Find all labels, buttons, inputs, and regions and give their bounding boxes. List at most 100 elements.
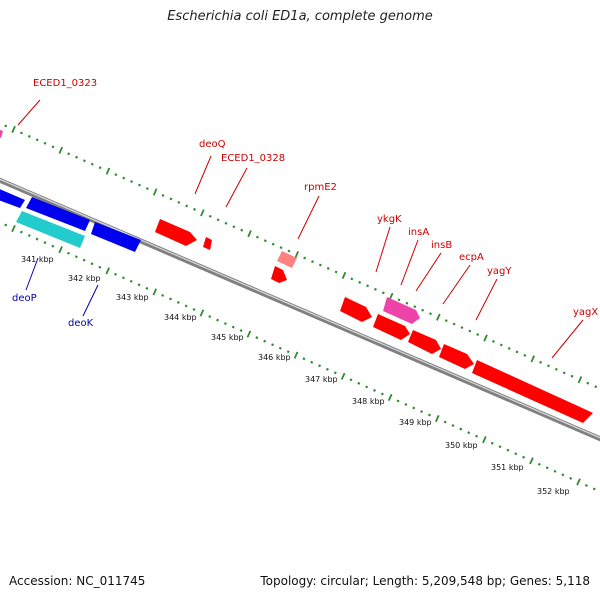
minor-tick — [82, 159, 86, 163]
minor-tick — [302, 357, 306, 361]
major-tick — [529, 457, 534, 465]
minor-tick — [4, 124, 8, 128]
gene-arrow-red[interactable] — [408, 330, 441, 354]
gene-arrow-red[interactable] — [472, 360, 593, 423]
minor-tick — [75, 155, 78, 159]
gene-arrow-red[interactable] — [439, 344, 474, 369]
gene-arrow-red[interactable] — [155, 219, 197, 246]
minor-tick — [67, 152, 71, 156]
minor-tick — [554, 367, 558, 371]
minor-tick — [51, 145, 55, 149]
major-tick — [247, 230, 252, 238]
minor-tick — [19, 230, 23, 234]
gene-label[interactable]: yagX — [573, 307, 598, 318]
minor-tick — [192, 308, 196, 311]
minor-tick — [365, 385, 369, 389]
kbp-label: 344 kbp — [164, 313, 197, 322]
major-tick — [576, 478, 581, 486]
minor-tick — [491, 340, 495, 343]
minor-tick — [381, 291, 385, 295]
major-tick — [435, 415, 440, 423]
minor-tick — [420, 410, 424, 413]
gene-label[interactable]: ECED1_0328 — [221, 153, 285, 164]
minor-tick — [310, 360, 314, 364]
minor-tick — [592, 487, 596, 491]
major-tick — [246, 330, 252, 338]
gene-arrow-cyan[interactable] — [16, 211, 85, 248]
minor-tick — [594, 385, 598, 389]
gene-labels-forward: ECED1_0323 deoQ ECED1_0328 rpmE2 ykgK in… — [33, 78, 598, 318]
minor-tick — [98, 166, 102, 170]
major-tick — [341, 271, 347, 279]
minor-tick — [239, 329, 243, 333]
minor-tick — [499, 343, 503, 347]
minor-tick — [547, 364, 550, 368]
minor-tick — [522, 455, 526, 459]
gene-labels-reverse: deoP deoK — [12, 293, 94, 329]
tick-tracks — [4, 124, 598, 491]
gene-label[interactable]: ykgK — [377, 214, 402, 225]
gene-arrow-blue[interactable] — [26, 197, 90, 231]
minor-tick — [161, 194, 165, 197]
minor-tick — [412, 406, 416, 410]
topology-text: Topology: circular; Length: 5,209,548 bp… — [260, 574, 590, 588]
minor-tick — [271, 343, 274, 347]
minor-tick — [255, 235, 259, 239]
major-tick — [340, 372, 346, 380]
gene-arrow-red[interactable] — [271, 266, 287, 283]
kbp-label: 343 kbp — [116, 293, 149, 302]
minor-tick — [397, 298, 401, 302]
minor-tick — [444, 319, 448, 323]
gene-arrow-blue[interactable] — [0, 185, 25, 208]
minor-tick — [27, 234, 31, 238]
major-tick — [11, 224, 16, 233]
minor-tick — [429, 312, 432, 316]
gene-arrow-red[interactable] — [340, 297, 372, 322]
gene-label[interactable]: yagY — [487, 266, 512, 277]
major-tick — [105, 167, 111, 175]
gene-label[interactable]: ECED1_0323 — [33, 78, 97, 89]
minor-tick — [318, 263, 322, 267]
gene-arrow-red[interactable] — [373, 314, 410, 340]
major-tick — [58, 246, 63, 254]
minor-tick — [193, 207, 196, 211]
gene-arrow-pink[interactable] — [383, 297, 420, 324]
gene-label[interactable]: ecpA — [459, 252, 484, 263]
minor-tick — [373, 388, 376, 392]
minor-tick — [569, 476, 573, 480]
minor-tick — [263, 339, 267, 343]
minor-tick — [380, 392, 384, 396]
gene-arrow-blue[interactable] — [91, 222, 141, 252]
kbp-label: 345 kbp — [211, 333, 244, 342]
gene-label[interactable]: rpmE2 — [304, 182, 337, 193]
minor-tick — [561, 473, 565, 477]
minor-tick — [4, 223, 8, 227]
gene-label[interactable]: insA — [408, 227, 429, 238]
label-leaders — [17, 99, 584, 359]
kbp-label: 352 kbp — [537, 487, 570, 496]
major-tick — [436, 313, 441, 321]
gene-arrow-pink[interactable] — [0, 128, 3, 138]
minor-tick — [208, 214, 212, 218]
minor-tick — [443, 420, 447, 424]
gene-label[interactable]: deoQ — [199, 139, 226, 150]
minor-tick — [177, 200, 181, 204]
minor-tick — [476, 333, 480, 336]
gene-label[interactable]: insB — [431, 240, 452, 251]
minor-tick — [452, 322, 456, 326]
minor-tick — [287, 249, 291, 253]
major-tick — [530, 355, 535, 363]
gene-arrow-light-red[interactable] — [277, 251, 297, 268]
minor-tick — [460, 326, 464, 330]
minor-tick — [427, 413, 431, 417]
minor-tick — [278, 346, 282, 350]
minor-tick — [82, 258, 86, 262]
minor-tick — [184, 304, 188, 308]
gene-arrow-red[interactable] — [203, 237, 212, 250]
gene-label[interactable]: deoP — [12, 293, 37, 304]
minor-tick — [271, 242, 275, 246]
minor-tick — [405, 301, 409, 305]
gene-label[interactable]: deoK — [68, 318, 94, 329]
minor-tick — [145, 187, 149, 190]
